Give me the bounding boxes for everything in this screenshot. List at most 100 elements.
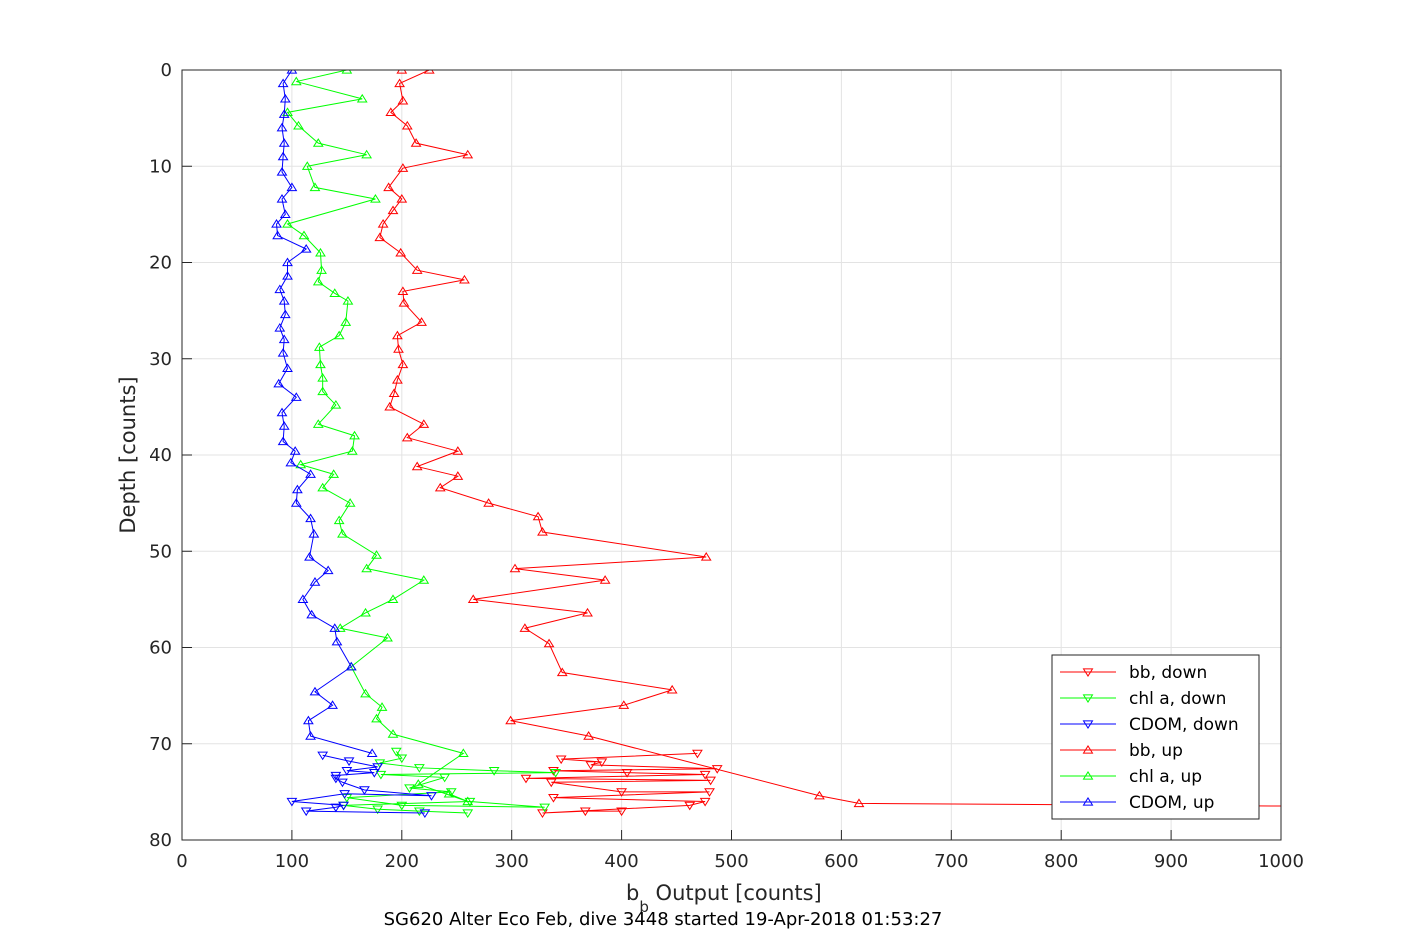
data-point — [700, 552, 712, 561]
data-point — [277, 347, 289, 357]
data-point — [392, 330, 403, 340]
data-point — [396, 70, 408, 74]
data-point — [330, 774, 342, 784]
data-point — [397, 163, 409, 172]
x-tick-label: 100 — [275, 851, 309, 872]
data-point — [548, 767, 559, 776]
data-point — [426, 792, 437, 801]
data-point — [814, 790, 825, 800]
data-point — [397, 359, 409, 369]
data-point — [346, 446, 358, 455]
data-point — [395, 247, 407, 257]
legend-label: bb, up — [1129, 741, 1183, 761]
data-point — [382, 632, 393, 642]
data-point — [272, 230, 284, 240]
data-point — [305, 731, 316, 740]
data-point — [293, 120, 304, 130]
data-point — [333, 515, 345, 525]
data-point — [302, 715, 314, 725]
data-point — [278, 421, 290, 430]
data-point — [853, 798, 865, 808]
data-point — [616, 807, 628, 817]
data-point — [360, 688, 371, 698]
data-point — [317, 373, 329, 382]
data-point — [349, 430, 360, 440]
legend-label: chl a, down — [1129, 689, 1226, 709]
data-point — [308, 528, 320, 538]
data-point — [390, 747, 402, 757]
data-point — [297, 594, 309, 604]
data-point — [341, 70, 353, 74]
data-point — [410, 138, 422, 147]
data-point — [374, 232, 386, 242]
x-axis-label-rest: Output [counts] — [649, 881, 822, 905]
data-point — [274, 284, 286, 294]
data-point — [279, 309, 291, 319]
data-point — [387, 729, 399, 738]
data-point — [300, 807, 312, 817]
data-point — [278, 138, 290, 147]
data-point — [300, 244, 312, 253]
data-point — [309, 686, 321, 696]
data-point — [282, 219, 293, 228]
data-point — [334, 623, 346, 632]
legend-entry: bb, down — [1060, 663, 1207, 683]
data-point — [583, 731, 595, 740]
data-point — [337, 528, 348, 538]
x-tick-label: 0 — [176, 851, 187, 872]
data-point — [309, 577, 321, 586]
x-tick-label: 900 — [1154, 851, 1188, 872]
data-point — [555, 755, 567, 765]
data-point — [443, 788, 455, 798]
data-point — [396, 754, 408, 764]
data-point — [416, 317, 427, 326]
data-point — [579, 807, 591, 817]
x-tick-label: 600 — [824, 851, 858, 872]
data-point — [315, 247, 326, 257]
data-point — [361, 563, 373, 573]
data-point — [519, 623, 531, 632]
data-point — [304, 552, 315, 561]
data-point — [345, 661, 357, 671]
x-axis-label-main: b — [626, 881, 639, 905]
data-point — [621, 768, 633, 778]
series-line — [343, 751, 556, 814]
legend-marker — [1082, 694, 1094, 703]
data-point — [520, 774, 532, 784]
legend-label: CDOM, down — [1129, 715, 1239, 735]
y-tick-label: 0 — [161, 60, 172, 81]
series-chl-a-up — [282, 70, 474, 806]
data-point — [305, 513, 316, 523]
legend-label: bb, down — [1129, 663, 1207, 683]
legend-box — [1051, 654, 1260, 820]
data-point — [401, 120, 413, 130]
data-point — [666, 684, 678, 694]
x-tick-label: 300 — [495, 851, 529, 872]
data-point — [322, 565, 334, 575]
x-tick-label: 1000 — [1258, 851, 1304, 872]
data-point — [396, 193, 408, 203]
data-point — [387, 205, 399, 215]
data-point — [376, 702, 388, 711]
data-point — [401, 432, 413, 442]
data-point — [418, 419, 430, 428]
data-point — [556, 667, 568, 677]
series-line — [525, 752, 718, 814]
data-point — [411, 265, 423, 274]
data-point — [340, 317, 352, 326]
y-tick-label: 20 — [149, 253, 172, 274]
legend-entry: bb, up — [1060, 741, 1183, 761]
data-point — [699, 770, 711, 780]
x-tick-label: 200 — [385, 851, 419, 872]
data-point — [509, 563, 521, 573]
data-point — [282, 363, 293, 373]
data-point — [274, 322, 286, 332]
series-bb-up — [374, 70, 1281, 808]
data-point — [418, 575, 430, 584]
data-point — [699, 797, 711, 807]
data-point — [550, 768, 562, 778]
legend-label: CDOM, up — [1129, 793, 1214, 813]
data-point — [329, 623, 341, 632]
data-point — [330, 771, 342, 781]
data-point — [289, 446, 301, 455]
